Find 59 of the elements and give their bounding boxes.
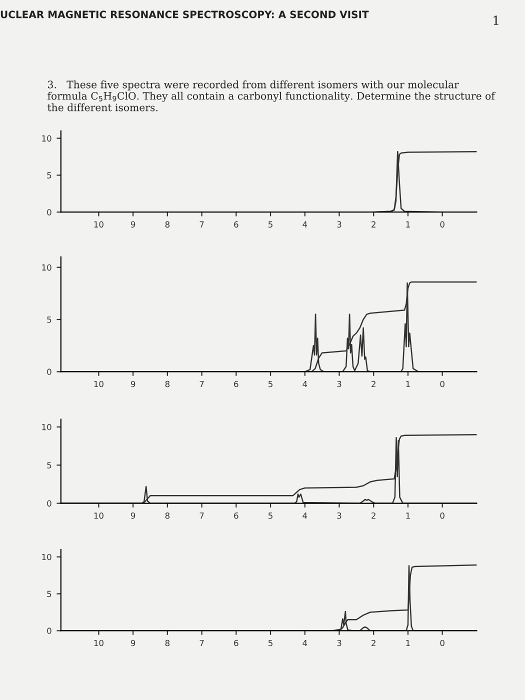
x-tick-label: 10 bbox=[94, 640, 104, 646]
x-tick-label: 7 bbox=[200, 640, 204, 646]
x-tick-label: 7 bbox=[200, 221, 204, 228]
x-tick-label: 3 bbox=[337, 512, 342, 519]
x-tick-label: 9 bbox=[130, 380, 136, 388]
x-tick-label: 4 bbox=[302, 512, 308, 519]
x-tick-label: 5 bbox=[268, 640, 272, 646]
x-tick-label: 4 bbox=[302, 640, 308, 646]
y-tick-label: 10 bbox=[42, 554, 52, 560]
x-tick-label: 0 bbox=[440, 640, 444, 646]
x-tick-label: 6 bbox=[234, 221, 238, 228]
x-tick-label: 2 bbox=[372, 512, 376, 519]
x-tick-label: 2 bbox=[372, 640, 376, 646]
y-tick-label: 10 bbox=[42, 135, 52, 142]
y-tick-label: 0 bbox=[47, 209, 52, 216]
y-tick-label: 0 bbox=[47, 368, 52, 375]
x-tick-label: 8 bbox=[165, 512, 170, 519]
text: UCLEAR MAGNETIC RESONANCE SPECTROSCOPY: A SECOND VISIT bbox=[0, 10, 369, 18]
x-tick-label: 5 bbox=[268, 221, 272, 228]
x-tick-label: 1 bbox=[406, 640, 410, 646]
y-tick-label: 5 bbox=[47, 590, 52, 598]
x-tick-label: 7 bbox=[200, 380, 204, 388]
x-tick-label: 4 bbox=[302, 380, 308, 388]
y-tick-label: 0 bbox=[47, 500, 52, 507]
x-tick-label: 1 bbox=[406, 512, 410, 519]
x-tick-label: 0 bbox=[440, 380, 444, 388]
x-tick-label: 9 bbox=[130, 640, 136, 646]
x-tick-label: 8 bbox=[165, 221, 170, 228]
x-tick-label: 4 bbox=[302, 221, 308, 228]
x-tick-label: 0 bbox=[440, 221, 444, 228]
x-tick-label: 6 bbox=[234, 380, 238, 388]
x-tick-label: 10 bbox=[94, 512, 104, 519]
text: 1 bbox=[494, 16, 498, 25]
y-tick-label: 5 bbox=[47, 316, 52, 323]
x-tick-label: 9 bbox=[130, 221, 136, 228]
x-tick-label: 3 bbox=[337, 640, 342, 646]
x-tick-label: 5 bbox=[268, 512, 272, 519]
x-tick-label: 2 bbox=[372, 380, 376, 388]
x-tick-label: 8 bbox=[165, 380, 170, 388]
x-tick-label: 1 bbox=[406, 380, 410, 388]
x-tick-label: 0 bbox=[440, 512, 444, 519]
x-tick-label: 2 bbox=[372, 221, 376, 228]
x-tick-label: 5 bbox=[268, 380, 272, 388]
x-tick-label: 10 bbox=[94, 380, 104, 388]
x-tick-label: 6 bbox=[234, 512, 238, 519]
x-tick-label: 7 bbox=[200, 512, 204, 519]
x-tick-label: 10 bbox=[94, 221, 104, 228]
y-tick-label: 5 bbox=[47, 172, 52, 178]
x-tick-label: 3 bbox=[337, 221, 342, 228]
x-tick-label: 1 bbox=[406, 221, 410, 228]
x-tick-label: 8 bbox=[165, 640, 170, 646]
x-tick-label: 6 bbox=[234, 640, 238, 646]
y-tick-label: 5 bbox=[47, 462, 52, 468]
text: 3. These five spectra were recorded from different isomers with our molecular formula C$_{5}$H$_{9}$ClO. They all contain a carbonyl functionality. Determine the structure of the different isomers. bbox=[48, 80, 496, 112]
y-tick-label: 0 bbox=[47, 628, 52, 634]
x-tick-label: 9 bbox=[130, 512, 136, 519]
y-tick-label: 10 bbox=[42, 424, 52, 430]
y-tick-label: 10 bbox=[42, 264, 52, 271]
x-tick-label: 3 bbox=[337, 380, 342, 388]
